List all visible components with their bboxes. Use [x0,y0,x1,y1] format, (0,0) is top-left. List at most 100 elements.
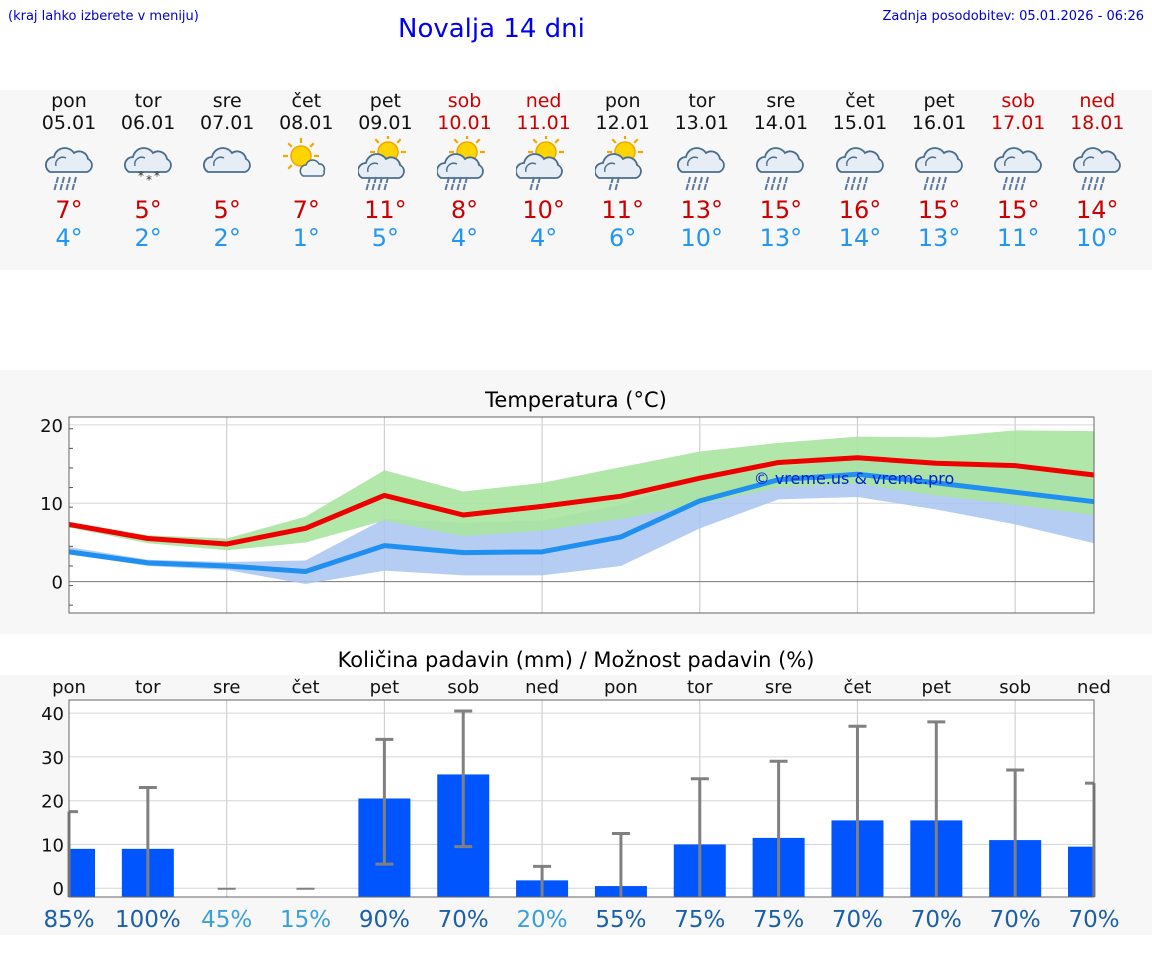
precip-chance-label: 85% [43,907,94,933]
cloud-shape [756,147,805,173]
sun-rain-cloud-icon [346,134,425,196]
max-temp: 15° [996,196,1040,224]
cloud-shape [516,153,563,179]
rain-drop [614,183,619,191]
day-name: pon [604,90,641,112]
min-temp: 4° [529,224,558,252]
day-date: 05.01 [41,112,97,134]
rain-drop [1014,183,1018,191]
y-tick-label: 0 [52,573,63,594]
last-update: Zadnja posodobitev: 05.01.2026 - 06:26 [882,9,1144,24]
cloud-detail [687,156,699,167]
precip-chance-label: 75% [674,907,725,933]
precip-chance-label: 90% [359,907,410,933]
max-temp: 10° [522,196,565,224]
cloud-detail [212,156,225,167]
rain-drop [1101,176,1105,184]
day-date: 06.01 [120,112,176,134]
cloud-icon [188,134,267,196]
precip-chance-label: 70% [990,907,1041,933]
min-temp: 14° [838,224,882,252]
rain-drops [444,176,468,191]
sun-small-cloud-icon [267,134,346,196]
cloud-shape [357,153,405,179]
sun-ray [396,138,402,144]
sun-cloud-light-rain-icon [583,134,662,196]
cloud-detail [1082,156,1095,167]
rain-drop [852,176,856,184]
cloud-outline [756,147,805,173]
rain-drop [1095,176,1099,184]
rain-drop [1002,183,1006,191]
day-axis-label: čet [843,677,871,698]
sun-ray [287,142,293,148]
precip-chance-label: 55% [595,907,646,933]
rain-drop [766,176,771,184]
precip-chance-label: 100% [115,907,181,933]
cloud-detail [525,162,537,173]
rain-drop [937,176,941,184]
rain-drop [1008,183,1012,191]
day-axis-label: sre [213,677,240,698]
cloud-shape [835,147,884,173]
cloud-shape [123,147,172,173]
min-temp: 11° [996,224,1040,252]
max-temp: 11° [601,196,644,224]
rain-drop [379,176,383,184]
rain-drop [776,183,781,191]
y-tick-label: 10 [41,835,64,856]
rain-drop [1089,176,1093,184]
max-temp: 14° [1076,196,1119,224]
cloud-detail [366,162,379,173]
y-tick-label: 0 [53,879,64,900]
cloud-outline [516,153,563,179]
rain-cloud-icon [979,134,1058,196]
day-column: pon 12.01 11° 6° [583,90,662,252]
rain-drop [446,176,450,184]
y-tick-label: 30 [41,748,64,769]
day-axis-label: čet [292,677,320,698]
day-date: 08.01 [279,112,334,134]
rain-drops [53,176,77,191]
rain-drop [61,176,65,184]
day-axis-label: sre [765,677,792,698]
rain-drop [687,176,692,184]
y-tick-label: 20 [41,792,64,813]
min-temp: 2° [134,224,162,252]
watermark: © vreme.us & vreme.pro [754,469,955,488]
precip-chance-label: 20% [517,907,568,933]
cloud-detail [54,156,66,167]
rain-drop [531,176,536,184]
day-name: tor [688,90,716,112]
rain-drop [1022,176,1026,184]
sun-ray [475,138,481,144]
sun-ray [611,138,617,144]
rain-drops [923,176,947,191]
precip-bar [1068,846,1094,897]
rain-drop [770,183,775,191]
day-name: ned [1079,90,1116,112]
rain-cloud-icon [741,134,820,196]
min-temp: 5° [371,224,400,252]
rain-drop [705,176,710,184]
day-date: 14.01 [753,112,809,134]
day-name: sob [1001,90,1035,112]
sun-ray [453,138,459,144]
max-temp: 13° [680,196,724,224]
rain-drop [1004,176,1008,184]
rain-drop [385,176,389,184]
cloud-shape [677,147,726,173]
precip-bar [69,848,95,897]
cloud-shape [993,147,1042,173]
min-temp: 10° [1076,224,1119,252]
rain-drop [1016,176,1020,184]
max-temp: 7° [55,196,83,224]
day-axis-label: tor [687,677,713,698]
cloud-shape [44,147,93,173]
temperature-chart-title: Temperatura (°C) [485,388,667,412]
rain-drop [73,176,77,184]
page-title: Novalja 14 dni [398,14,585,44]
day-axis-label: ned [1077,677,1111,698]
precipitation-chart-title: Količina padavin (mm) / Možnost padavin … [337,648,815,672]
cloud-outline [993,147,1042,173]
